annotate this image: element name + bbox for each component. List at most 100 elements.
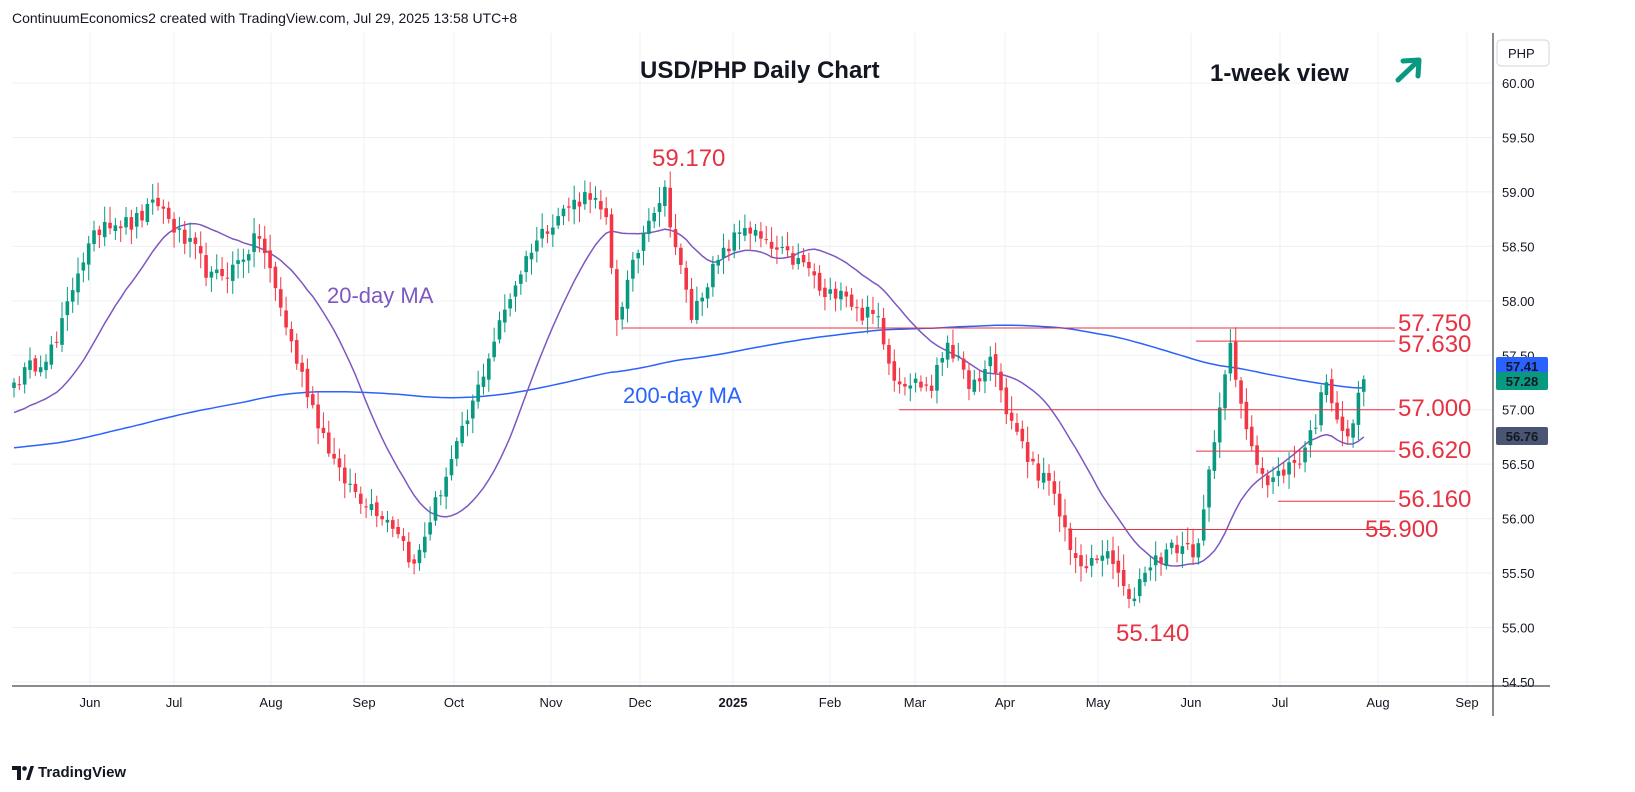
candle-body bbox=[198, 246, 203, 254]
candle bbox=[76, 257, 80, 305]
candle bbox=[1351, 419, 1355, 448]
x-tick-label: Sep bbox=[352, 695, 375, 710]
candle-body bbox=[1345, 428, 1350, 437]
chart-annotations: USD/PHP Daily Chart 1-week view 20-day MA 2… bbox=[327, 57, 1471, 647]
candle bbox=[161, 199, 166, 224]
candle-body bbox=[513, 285, 518, 297]
candle-body bbox=[1297, 463, 1302, 465]
candle-body bbox=[380, 516, 384, 520]
candle-body bbox=[1207, 469, 1211, 508]
candle-body bbox=[1260, 467, 1265, 474]
candle bbox=[935, 357, 939, 404]
candle bbox=[166, 201, 171, 224]
candle bbox=[1148, 555, 1153, 581]
candle-body bbox=[1169, 542, 1174, 548]
candle bbox=[1153, 541, 1158, 582]
candle bbox=[1329, 368, 1334, 412]
candle bbox=[1057, 481, 1062, 533]
candle bbox=[209, 266, 214, 292]
candle bbox=[551, 214, 555, 247]
candle-body bbox=[44, 361, 48, 371]
candle bbox=[439, 490, 443, 506]
candle bbox=[913, 372, 918, 393]
candle bbox=[65, 286, 70, 331]
candle bbox=[1265, 469, 1270, 498]
candle-body bbox=[828, 289, 833, 294]
candle-body bbox=[38, 367, 43, 373]
candle bbox=[1276, 457, 1281, 487]
candle-body bbox=[166, 207, 171, 219]
candle bbox=[86, 235, 91, 281]
candle bbox=[380, 510, 384, 526]
candle bbox=[428, 506, 432, 541]
candle-body bbox=[876, 316, 881, 318]
candle-body bbox=[17, 384, 22, 386]
candle-body bbox=[935, 364, 939, 391]
candle-body bbox=[481, 376, 486, 387]
candle-body bbox=[711, 263, 715, 288]
candle-body bbox=[860, 307, 865, 321]
currency-box[interactable] bbox=[1496, 39, 1550, 67]
candle bbox=[657, 187, 662, 227]
candle bbox=[689, 277, 694, 324]
candle-body bbox=[1159, 557, 1163, 564]
candle bbox=[1164, 543, 1169, 570]
candle bbox=[737, 220, 742, 250]
candle bbox=[561, 204, 566, 226]
y-tick-label: 58.00 bbox=[1502, 294, 1535, 309]
x-tick-label: Apr bbox=[995, 695, 1016, 710]
candle bbox=[54, 331, 59, 348]
candle bbox=[1015, 413, 1019, 436]
candle bbox=[908, 373, 913, 402]
candle bbox=[1324, 374, 1329, 403]
candle bbox=[940, 352, 945, 376]
candle-body bbox=[572, 199, 576, 210]
candle bbox=[1068, 522, 1073, 565]
candle-body bbox=[769, 241, 774, 249]
candle-body bbox=[129, 217, 134, 230]
candle-body bbox=[487, 358, 491, 380]
y-tick-label: 58.50 bbox=[1502, 239, 1535, 254]
candle-body bbox=[1068, 528, 1073, 550]
candle bbox=[903, 377, 907, 396]
candle-body bbox=[337, 458, 342, 468]
x-tick-label: Jun bbox=[1181, 695, 1202, 710]
candle bbox=[337, 448, 342, 482]
candle bbox=[673, 213, 678, 256]
candle-body bbox=[652, 212, 656, 222]
candle bbox=[390, 516, 395, 538]
candle-body bbox=[519, 274, 523, 284]
price-badge bbox=[1496, 372, 1548, 390]
candle bbox=[28, 347, 32, 379]
time-axis[interactable]: Jun Jul Aug Sep Oct Nov Dec 2025 Feb Mar Apr May Jun… bbox=[80, 695, 1479, 710]
candle bbox=[897, 367, 902, 394]
candle-body bbox=[775, 247, 779, 250]
candle-body bbox=[743, 228, 747, 236]
candle-body bbox=[257, 236, 262, 239]
candle bbox=[22, 362, 27, 394]
candle-body bbox=[753, 229, 758, 236]
candle bbox=[1345, 419, 1350, 445]
candle bbox=[1052, 470, 1057, 506]
candle bbox=[1137, 568, 1142, 603]
candle bbox=[1255, 435, 1259, 474]
candle bbox=[321, 412, 326, 439]
candle-body bbox=[844, 291, 849, 297]
candle bbox=[604, 196, 608, 225]
candle bbox=[705, 283, 710, 309]
tradingview-logo[interactable]: TradingView bbox=[12, 764, 126, 781]
candle-body bbox=[145, 204, 150, 222]
candle bbox=[647, 208, 651, 243]
candle-body bbox=[684, 267, 689, 290]
candle bbox=[252, 218, 256, 268]
candle bbox=[294, 333, 299, 370]
candle bbox=[796, 243, 801, 270]
candle-body bbox=[12, 382, 16, 388]
price-axis[interactable]: 60.0059.5059.0058.5058.0057.5057.0056.50… bbox=[1496, 39, 1550, 690]
candle-body bbox=[326, 432, 331, 454]
candle-body bbox=[823, 287, 827, 297]
candle-body bbox=[609, 214, 614, 268]
candle-body bbox=[455, 441, 459, 459]
ma200-line bbox=[13, 324, 1364, 449]
